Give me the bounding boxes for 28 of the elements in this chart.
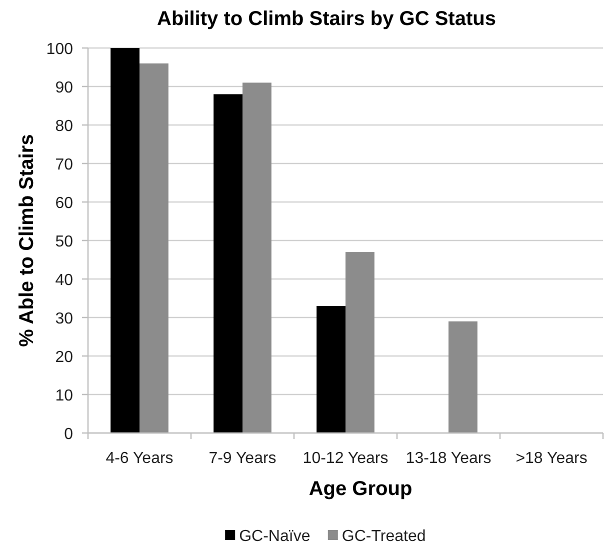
y-tick-label: 90 [55, 79, 74, 96]
y-tick-label: 100 [46, 40, 74, 58]
x-tick-label: 4-6 Years [106, 450, 174, 467]
x-tick-label: 10-12 Years [302, 450, 388, 467]
y-tick-label: 20 [55, 348, 74, 366]
y-tick-label: 70 [55, 156, 74, 174]
x-tick-label: 13-18 Years [406, 450, 492, 467]
bar [346, 252, 374, 433]
y-tick-label: 0 [64, 426, 74, 443]
x-tick-label: 7-9 Years [208, 450, 276, 467]
bar [448, 321, 478, 433]
bar [242, 82, 272, 433]
y-tick-label: 40 [55, 272, 74, 289]
legend-label: GC-Treated [342, 528, 426, 545]
chart-title: Ability to Climb Stairs by GC Status [157, 8, 496, 30]
y-tick-label: 10 [55, 387, 74, 404]
y-tick-label: 60 [55, 194, 74, 212]
legend-label: GC-Naïve [239, 528, 310, 545]
y-tick-label: 80 [55, 118, 74, 135]
bar [110, 48, 140, 433]
y-tick-label: 30 [55, 310, 74, 328]
bar [140, 63, 168, 433]
bar [316, 306, 346, 433]
bar [214, 94, 242, 433]
y-axis-title: % Able to Climb Stairs [16, 134, 38, 347]
y-tick-label: 50 [55, 233, 74, 250]
x-axis-title: Age Group [308, 478, 412, 500]
x-tick-label: >18 Years [516, 450, 588, 467]
